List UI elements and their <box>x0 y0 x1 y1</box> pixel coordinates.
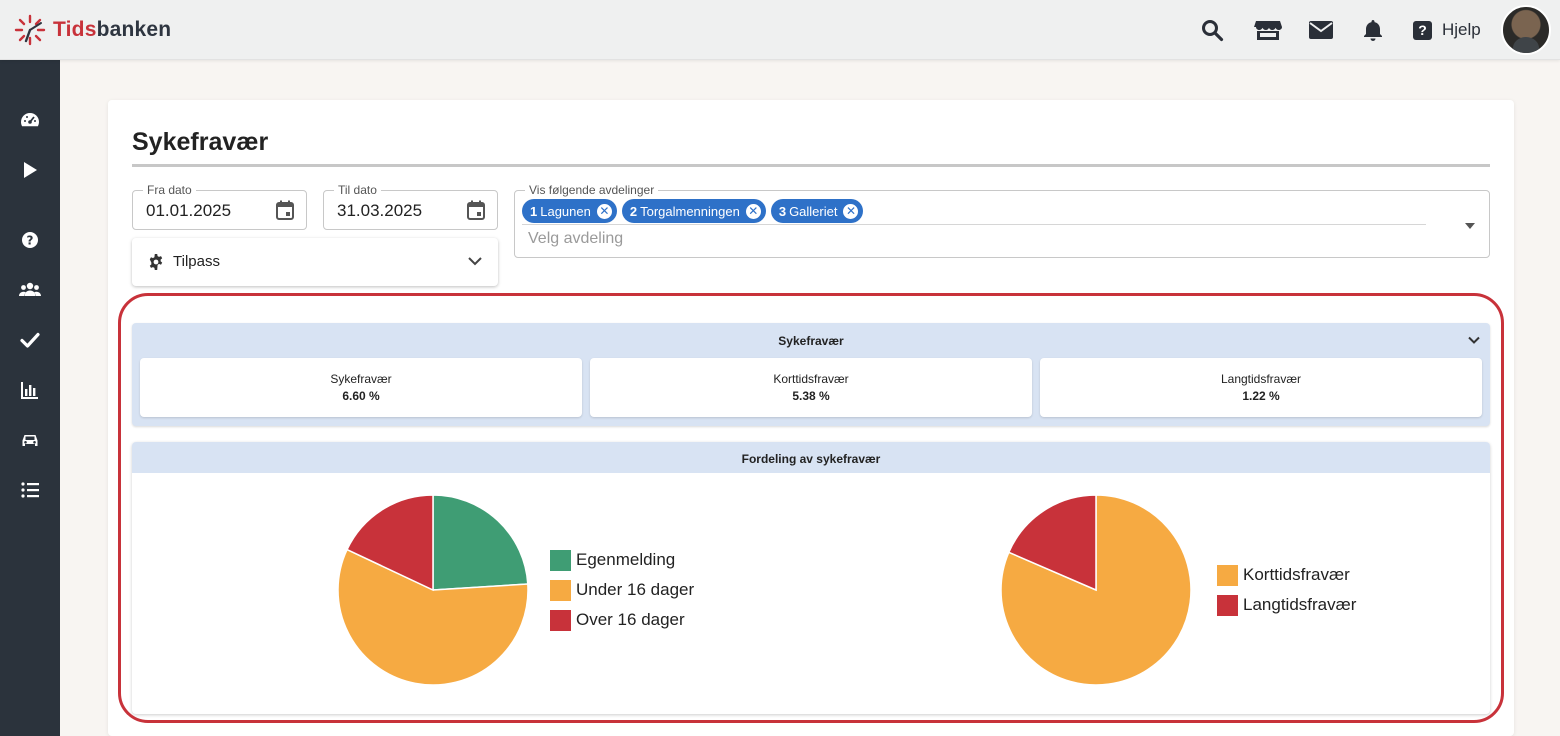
summary-panel: Sykefravær Sykefravær 6.60 % Korttidsfra… <box>132 323 1490 426</box>
from-date-value[interactable]: 01.01.2025 <box>146 201 232 220</box>
bell-icon[interactable] <box>1360 17 1386 43</box>
stat-label: Korttidsfravær <box>773 372 849 386</box>
bar-chart-icon[interactable] <box>18 378 42 402</box>
pie-slice-0[interactable] <box>432 494 529 591</box>
pie-slice-2[interactable] <box>346 494 434 592</box>
help-button[interactable]: ? Hjelp <box>1413 17 1481 43</box>
stat-value: 5.38 % <box>792 389 830 403</box>
legend-swatch <box>1217 564 1238 586</box>
logo[interactable]: Tidsbanken <box>14 14 171 46</box>
chip-label: Galleriet <box>789 203 838 219</box>
legend-item[interactable]: Under 16 dager <box>550 575 694 605</box>
department-chip[interactable]: 3 Galleriet ✕ <box>770 199 864 223</box>
chevron-down-icon <box>466 252 484 270</box>
to-date-label: Til dato <box>334 183 381 197</box>
check-icon[interactable] <box>18 328 42 352</box>
svg-text:?: ? <box>27 234 34 248</box>
main-card: Sykefravær Fra dato 01.01.2025 Til dato … <box>108 100 1514 736</box>
legend-swatch <box>1217 594 1238 616</box>
summary-panel-title: Sykefravær <box>778 334 844 348</box>
pie-slice-1[interactable] <box>1007 494 1097 592</box>
stat-card-short-term: Korttidsfravær 5.38 % <box>590 358 1032 417</box>
search-icon[interactable] <box>1199 17 1225 43</box>
play-icon[interactable] <box>18 158 42 182</box>
pie-chart-duration <box>1000 494 1192 686</box>
chip-remove-icon[interactable]: ✕ <box>745 203 761 219</box>
legend-item[interactable]: Egenmelding <box>550 545 694 575</box>
sidebar: ? <box>0 60 60 736</box>
collapse-chevron-icon[interactable] <box>1466 332 1482 348</box>
mail-icon[interactable] <box>1308 17 1334 43</box>
departments-underline <box>522 224 1426 225</box>
from-date-field[interactable]: Fra dato 01.01.2025 <box>132 183 307 230</box>
page-title: Sykefravær <box>132 128 269 156</box>
help-circle-icon[interactable]: ? <box>18 228 42 252</box>
stat-label: Sykefravær <box>330 372 392 386</box>
departments-select[interactable]: Vis følgende avdelinger 1 Lagunen ✕ 2 To… <box>514 183 1490 258</box>
top-bar: Tidsbanken ? Hjelp <box>0 0 1560 60</box>
logo-mark-icon <box>14 14 46 46</box>
avatar[interactable] <box>1501 5 1551 55</box>
departments-label: Vis følgende avdelinger <box>525 183 659 197</box>
gear-icon <box>148 254 164 270</box>
stat-value: 1.22 % <box>1242 389 1280 403</box>
legend-item[interactable]: Korttidsfravær <box>1217 560 1356 590</box>
calendar-icon[interactable] <box>465 199 487 221</box>
chip-label: Lagunen <box>540 203 591 219</box>
legend-swatch <box>550 609 571 631</box>
dashboard-icon[interactable] <box>18 108 42 132</box>
department-chip[interactable]: 2 Torgalmenningen ✕ <box>621 199 766 223</box>
store-icon[interactable] <box>1254 17 1282 43</box>
help-label: Hjelp <box>1442 20 1481 39</box>
legend-duration: Korttidsfravær Langtidsfravær <box>1217 560 1356 620</box>
customize-toggle[interactable]: Tilpass <box>132 238 498 286</box>
distribution-panel-header: Fordeling av sykefravær <box>132 442 1490 473</box>
chip-label: Torgalmenningen <box>640 203 740 219</box>
from-date-label: Fra dato <box>143 183 196 197</box>
users-icon[interactable] <box>18 278 42 302</box>
stat-card-sick-leave: Sykefravær 6.60 % <box>140 358 582 417</box>
department-chips: 1 Lagunen ✕ 2 Torgalmenningen ✕ 3 Galler… <box>522 199 864 223</box>
to-date-field[interactable]: Til dato 31.03.2025 <box>323 183 498 230</box>
to-date-value[interactable]: 31.03.2025 <box>337 201 423 220</box>
dropdown-caret-icon[interactable] <box>1465 223 1475 229</box>
stat-label: Langtidsfravær <box>1220 372 1302 386</box>
chip-number: 1 <box>530 203 538 219</box>
legend-label: Egenmelding <box>576 550 676 569</box>
logo-text: Tidsbanken <box>53 18 172 41</box>
distribution-panel-title: Fordeling av sykefravær <box>741 452 881 466</box>
car-icon[interactable] <box>18 428 42 452</box>
legend-item[interactable]: Langtidsfravær <box>1217 590 1356 620</box>
pie-chart-absence-type <box>337 494 529 686</box>
legend-label: Over 16 dager <box>576 610 685 629</box>
list-icon[interactable] <box>18 478 42 502</box>
chip-remove-icon[interactable]: ✕ <box>596 203 612 219</box>
legend-label: Korttidsfravær <box>1243 565 1350 584</box>
help-icon: ? <box>1413 20 1432 40</box>
customize-label: Tilpass <box>173 253 220 270</box>
stat-card-long-term: Langtidsfravær 1.22 % <box>1040 358 1482 417</box>
distribution-panel: Fordeling av sykefravær Egenmelding Under… <box>132 442 1490 714</box>
legend-swatch <box>550 579 571 601</box>
stat-value: 6.60 % <box>342 389 380 403</box>
department-search-input[interactable] <box>528 230 1408 248</box>
chip-number: 3 <box>778 203 787 219</box>
title-divider <box>132 164 1490 167</box>
chip-remove-icon[interactable]: ✕ <box>843 203 859 219</box>
legend-swatch <box>550 549 571 571</box>
legend-item[interactable]: Over 16 dager <box>550 605 694 635</box>
department-chip[interactable]: 1 Lagunen ✕ <box>522 199 617 223</box>
chip-number: 2 <box>629 203 638 219</box>
legend-label: Under 16 dager <box>576 580 695 599</box>
legend-label: Langtidsfravær <box>1243 595 1357 614</box>
calendar-icon[interactable] <box>274 199 296 221</box>
pie-slice-1[interactable] <box>337 548 529 686</box>
legend-absence-type: Egenmelding Under 16 dager Over 16 dager <box>550 545 694 635</box>
